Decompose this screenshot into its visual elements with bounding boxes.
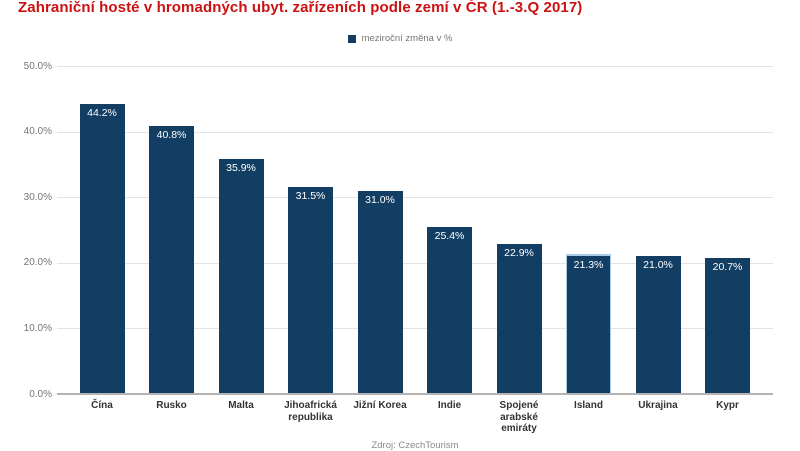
x-tick-label: Jižní Korea bbox=[353, 400, 407, 411]
bar-0[interactable]: 44.2% bbox=[79, 104, 125, 394]
y-tick-label: 0.0% bbox=[29, 388, 52, 400]
bar-value-label: 22.9% bbox=[504, 246, 534, 259]
x-tick-label: Malta bbox=[228, 400, 254, 411]
bar-9[interactable]: 20.7% bbox=[705, 258, 750, 394]
bar-value-label: 20.7% bbox=[712, 261, 743, 274]
bar-value-label: 31.5% bbox=[295, 190, 326, 203]
x-axis: Čína Rusko Malta Jihoafrická republika Jižní… bbox=[57, 400, 773, 442]
x-tick-label: Spojené arabské emiráty bbox=[499, 400, 539, 434]
bar-4[interactable]: 31.0% bbox=[357, 190, 403, 394]
bar-value-label: 21.0% bbox=[643, 259, 673, 272]
legend: meziroční změna v % bbox=[0, 33, 800, 44]
gridline bbox=[57, 262, 773, 264]
bar-value-label: 25.4% bbox=[434, 230, 465, 243]
y-tick-label: 10.0% bbox=[23, 322, 52, 334]
bar-value-label: 44.2% bbox=[87, 107, 117, 120]
x-tick-label: Jihoafrická republika bbox=[284, 400, 337, 423]
y-tick-label: 50.0% bbox=[23, 60, 52, 72]
gridline bbox=[57, 197, 773, 199]
bar-6[interactable]: 22.9% bbox=[496, 243, 542, 394]
y-tick-label: 30.0% bbox=[23, 191, 52, 203]
y-tick-label: 20.0% bbox=[23, 257, 52, 269]
x-tick-label: Čína bbox=[91, 400, 113, 411]
bar-value-label: 31.0% bbox=[365, 193, 395, 206]
legend-item[interactable]: meziroční změna v % bbox=[347, 33, 453, 44]
y-tick-label: 40.0% bbox=[23, 126, 52, 138]
bar-value-label: 21.3% bbox=[573, 259, 604, 272]
x-tick-label: Ukrajina bbox=[638, 400, 678, 411]
bar-value-label: 40.8% bbox=[156, 129, 187, 142]
legend-marker-icon bbox=[347, 34, 356, 43]
legend-label: meziroční změna v % bbox=[361, 33, 453, 44]
gridline bbox=[57, 393, 773, 395]
x-tick-label: Kypr bbox=[716, 400, 739, 411]
gridline bbox=[57, 131, 773, 133]
plot-area: 44.2% 40.8% 35.9% 31.5% 31.0% 25.4% 22.9% 21.3%… bbox=[57, 66, 773, 395]
bar-3[interactable]: 31.5% bbox=[288, 187, 333, 394]
bar-value-label: 35.9% bbox=[226, 161, 256, 174]
x-tick-label: Island bbox=[574, 400, 603, 411]
bar-8[interactable]: 21.0% bbox=[635, 256, 681, 394]
bar-1[interactable]: 40.8% bbox=[149, 126, 194, 394]
y-axis: 50.0% 40.0% 30.0% 20.0% 10.0% 0.0% bbox=[0, 61, 52, 400]
chart-title: Zahraniční hosté v hromadných ubyt. zaří… bbox=[18, 0, 583, 16]
gridline bbox=[57, 328, 773, 330]
bar-7[interactable]: 21.3% bbox=[566, 254, 611, 394]
bar-5[interactable]: 25.4% bbox=[427, 227, 472, 394]
gridline bbox=[57, 66, 773, 67]
x-tick-label: Rusko bbox=[156, 400, 187, 411]
bar-2[interactable]: 35.9% bbox=[218, 158, 264, 394]
source-note: Zdroj: CzechTourism bbox=[371, 440, 459, 451]
x-tick-label: Indie bbox=[437, 400, 462, 411]
